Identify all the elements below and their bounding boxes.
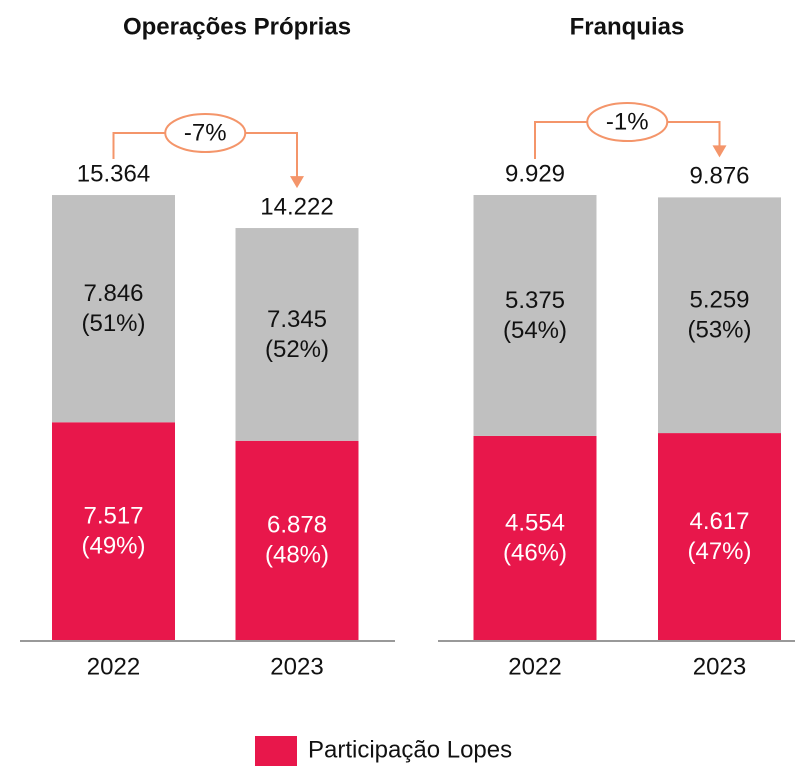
- legend-swatch: [255, 736, 297, 766]
- change-label: -7%: [184, 119, 227, 146]
- value-label: 5.375: [505, 287, 565, 314]
- value-label: 4.554: [505, 509, 565, 536]
- bar-segment: [235, 228, 359, 441]
- share-label: (47%): [687, 538, 751, 565]
- arrow-head: [290, 176, 304, 189]
- x-tick-label: 2023: [693, 653, 746, 680]
- x-tick-label: 2022: [508, 653, 561, 680]
- change-label: -1%: [606, 108, 649, 135]
- total-label: 14.222: [260, 193, 333, 220]
- bar-segment: [52, 422, 175, 640]
- arrow-head: [712, 145, 727, 158]
- x-tick-label: 2022: [87, 653, 140, 680]
- total-label: 9.876: [689, 163, 749, 190]
- bar-segment: [658, 197, 781, 434]
- share-label: (54%): [503, 317, 567, 344]
- total-label: 15.364: [77, 160, 150, 187]
- change-bubble: [586, 102, 669, 142]
- value-label: 7.517: [83, 502, 143, 529]
- bar-segment: [473, 195, 597, 436]
- bar-segment: [52, 195, 175, 423]
- share-label: (53%): [687, 317, 751, 344]
- change-bubble: [164, 113, 247, 153]
- share-label: (46%): [503, 539, 567, 566]
- bar-segment: [658, 433, 781, 640]
- value-label: 4.617: [689, 508, 749, 535]
- value-label: 7.846: [83, 280, 143, 307]
- total-label: 9.929: [505, 160, 565, 187]
- chart-title: Franquias: [570, 13, 685, 40]
- legend: Participação Lopes: [255, 736, 512, 766]
- chart-title: Operações Próprias: [123, 13, 351, 40]
- share-label: (48%): [265, 542, 329, 569]
- bar-segment: [473, 435, 597, 640]
- share-label: (52%): [265, 336, 329, 363]
- share-label: (51%): [81, 310, 145, 337]
- bar-segment: [235, 440, 359, 640]
- x-tick-label: 2023: [270, 653, 323, 680]
- value-label: 6.878: [267, 512, 327, 539]
- legend-label: Participação Lopes: [308, 736, 512, 763]
- value-label: 7.345: [267, 306, 327, 333]
- share-label: (49%): [81, 532, 145, 559]
- value-label: 5.259: [689, 287, 749, 314]
